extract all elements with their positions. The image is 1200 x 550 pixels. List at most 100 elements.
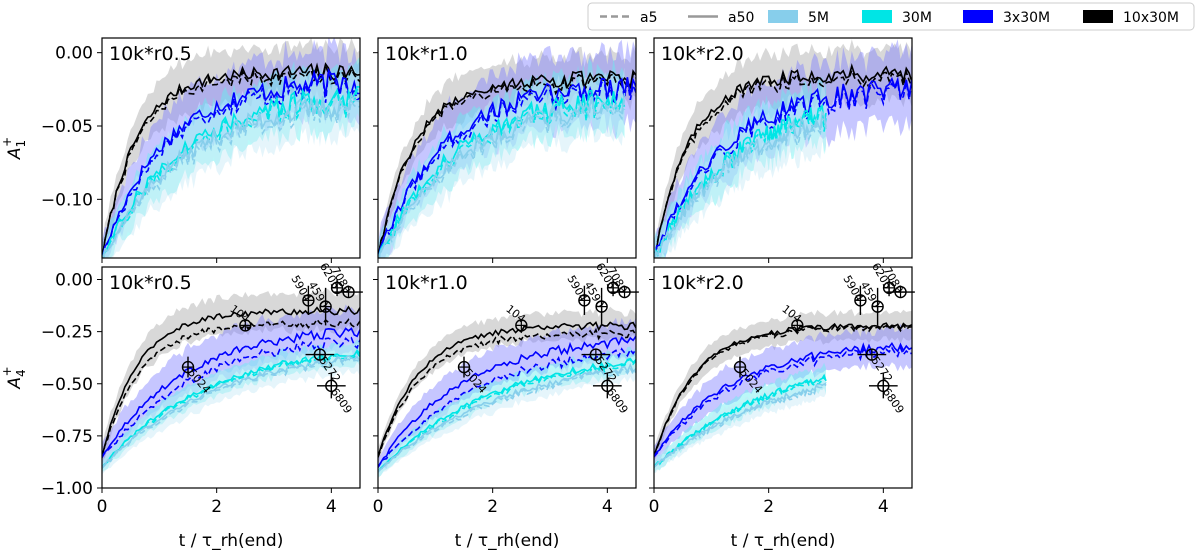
line-a5-30M [378,358,636,473]
line-a5-5M [102,356,360,469]
x-axis-label: t / τ_rh(end) [455,531,560,550]
legend-label: a50 [728,10,754,26]
line-a50-10x30M [378,321,636,457]
axes-frame [101,37,361,259]
line-a5-3x30M [102,71,360,258]
band-3x30M [378,317,636,475]
line-a5-3x30M [654,345,912,458]
legend: a5 a50 5M 30M 3x30M 10x30M [587,2,1195,31]
legend-label: 10x30M [1123,10,1179,26]
band-5M [654,82,826,258]
x-tick-label: 2 [487,497,498,517]
legend-swatch [768,10,798,23]
band-30M [654,76,826,258]
x-axis-label: t / τ_rh(end) [179,531,284,550]
obs-label: 6809 [880,386,907,416]
y-tick-label: −0.05 [41,117,93,137]
plot-area [102,38,360,258]
line-a50-30M [378,357,636,472]
y-tick-label: −1.00 [41,479,93,499]
line-a50-10x30M [102,305,360,457]
line-a5-30M [378,90,626,258]
panel-r0c0: 0.00 −0.05 −0.10 10k*r0.5 [41,37,361,263]
band-10x30M [378,46,636,258]
line-a5-10x30M [102,63,360,258]
plot-area [654,309,912,475]
plot-area [102,288,360,475]
line-a50-5M [378,362,636,472]
axes-frame [101,266,361,489]
axes-frame [377,37,637,259]
axes-frame [377,266,637,489]
legend-swatch [862,10,892,23]
line-a5-5M [654,118,827,258]
x-tick-label: 4 [878,497,889,517]
x-tick-label: 4 [602,497,613,517]
y-tick-label: −0.50 [41,375,93,395]
line-a50-3x30M [102,327,360,457]
x-tick-label: 4 [326,497,337,517]
y-tick-label: 0.00 [55,44,93,64]
obs-label: 6809 [328,386,355,416]
x-tick-label: 0 [373,497,384,517]
panel-title: 10k*r1.0 [385,272,468,294]
panel-r0c1: 10k*r1.0 [373,37,637,263]
obs-point: 5904 [564,273,591,315]
line-a5-10x30M [102,318,360,458]
legend-label: 30M [902,10,932,26]
band-3x30M [654,39,912,258]
y-axis-label: A4+ [0,366,28,389]
line-a5-10x30M [378,327,636,458]
line-a5-5M [378,97,626,258]
line-a50-10x30M [102,62,360,258]
obs-point: 5904 [840,273,867,315]
legend-label: a5 [640,10,658,26]
band-10x30M [654,309,912,462]
panel-title: 10k*r0.5 [109,272,192,294]
x-tick-label: 0 [649,497,660,517]
line-a5-30M [654,105,827,258]
band-30M [102,339,360,472]
y-tick-label: −0.10 [41,190,93,210]
legend-swatch [963,10,993,23]
band-5M [378,353,636,479]
x-tick-label: 2 [211,497,222,517]
band-5M [654,371,826,473]
line-a5-5M [378,366,636,473]
axes-frame [653,37,913,259]
panel-title: 10k*r0.5 [109,43,192,65]
band-5M [102,341,360,475]
line-a5-3x30M [378,347,636,468]
line-a5-10x30M [654,323,912,458]
line-a5-3x30M [102,336,360,458]
x-axis-label: t / τ_rh(end) [731,531,836,550]
panel-title: 10k*r1.0 [385,43,468,65]
line-a50-3x30M [654,341,912,457]
plot-area [378,39,636,258]
line-a5-10x30M [378,71,636,258]
line-a5-30M [654,374,827,468]
line-a5-5M [102,99,360,258]
line-a50-3x30M [378,335,636,467]
plot-area [654,39,912,258]
y-tick-label: −0.75 [41,427,93,447]
line-a5-3x30M [378,79,636,258]
band-30M [378,346,636,478]
band-3x30M [378,39,636,258]
line-a50-5M [654,109,827,258]
band-10x30M [654,39,912,258]
band-5M [378,67,625,258]
legend-label: 3x30M [1003,10,1050,26]
plot-area [378,306,636,479]
line-a50-3x30M [654,76,912,258]
legend-swatch [1083,10,1113,23]
y-axis-label: A1+ [0,137,28,160]
band-3x30M [654,323,912,466]
band-10x30M [102,288,360,466]
x-tick-label: 0 [97,497,108,517]
y-tick-label: 0.00 [55,271,93,291]
line-a5-3x30M [654,79,912,258]
